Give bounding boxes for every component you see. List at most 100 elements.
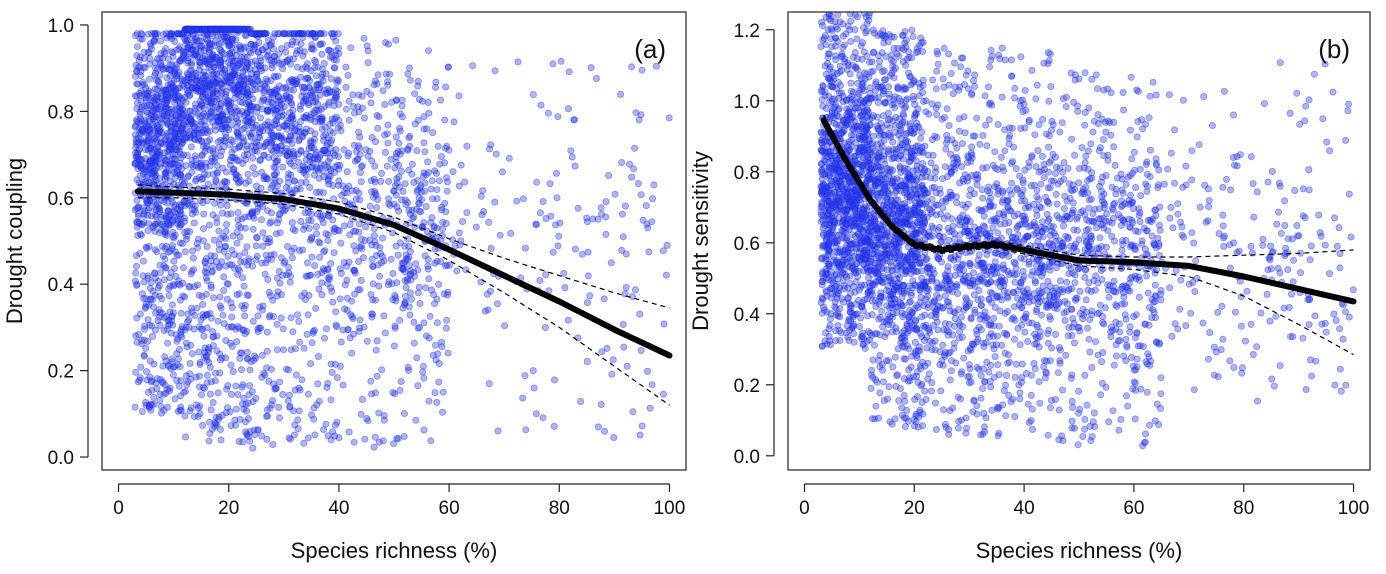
scatter-point [853,55,861,63]
scatter-point [179,124,187,132]
scatter-point [154,77,162,85]
scatter-point [177,377,185,385]
scatter-point [152,64,160,72]
scatter-point [309,30,317,38]
scatter-point [289,328,297,336]
scatter-point [174,94,182,102]
scatter-point [149,97,157,105]
scatter-point [325,180,333,188]
scatter-point [505,154,513,162]
scatter-point [529,91,537,99]
scatter-point [327,360,335,368]
scatter-point [163,96,171,104]
scatter-point [345,116,353,124]
scatter-point [222,168,230,176]
scatter-point [151,30,159,38]
scatter-point [247,30,255,38]
scatter-point [424,98,432,106]
scatter-point [273,346,281,354]
scatter-point [180,82,188,90]
scatter-point [327,259,335,267]
scatter-point [162,172,170,180]
scatter-point [273,117,281,125]
scatter-point [150,134,158,142]
scatter-point [170,67,178,75]
scatter-point [206,363,214,371]
scatter-point [438,203,446,211]
scatter-point [332,308,340,316]
scatter-point [181,228,189,236]
scatter-point [183,381,191,389]
scatter-point [290,86,298,94]
scatter-point [270,52,278,60]
scatter-point [644,367,652,375]
scatter-point [189,70,197,78]
scatter-point [145,402,153,410]
scatter-point [210,236,218,244]
scatter-point [856,225,864,233]
scatter-point [316,41,324,49]
x-tick-label: 80 [549,498,570,519]
scatter-point [619,320,627,328]
scatter-point [166,282,174,290]
scatter-point [284,397,292,405]
scatter-point [143,244,151,252]
scatter-point [339,381,347,389]
scatter-point [832,288,840,296]
scatter-point [144,122,152,130]
scatter-point [136,64,144,72]
scatter-point [235,142,243,150]
scatter-point [408,170,416,178]
scatter-point [222,242,230,250]
scatter-point [151,72,159,80]
scatter-point [841,250,849,258]
scatter-point [152,76,160,84]
scatter-point [611,190,619,198]
scatter-point [370,224,378,232]
scatter-point [324,432,332,440]
scatter-point [179,111,187,119]
scatter-point [150,400,158,408]
scatter-point [166,384,174,392]
scatter-point [217,65,225,73]
scatter-point [583,299,591,307]
scatter-point [838,184,846,192]
scatter-point [158,95,166,103]
scatter-point [832,120,840,128]
scatter-point [181,136,189,144]
scatter-point [138,340,146,348]
scatter-point [393,279,401,287]
scatter-point [263,406,271,414]
scatter-point [487,244,495,252]
scatter-point [384,121,392,129]
scatter-point [227,361,235,369]
scatter-point [276,378,284,386]
scatter-point [131,131,139,139]
scatter-point [150,180,158,188]
scatter-point [157,119,165,127]
scatter-point [164,361,172,369]
scatter-point [133,80,141,88]
scatter-point [334,152,342,160]
scatter-point [378,234,386,242]
scatter-point [177,126,185,134]
scatter-point [299,225,307,233]
scatter-point [152,155,160,163]
scatter-point [542,271,550,279]
scatter-point [167,145,175,153]
scatter-point [275,92,283,100]
scatter-point [287,159,295,167]
scatter-point [136,53,144,61]
scatter-point [366,202,374,210]
scatter-point [176,171,184,179]
scatter-point [840,213,848,221]
scatter-point [832,23,840,31]
scatter-point [135,56,143,64]
scatter-point [177,30,185,38]
scatter-point [147,295,155,303]
scatter-point [644,224,652,232]
scatter-point [430,291,438,299]
scatter-point [361,223,369,231]
scatter-point [304,434,312,442]
scatter-point [392,158,400,166]
